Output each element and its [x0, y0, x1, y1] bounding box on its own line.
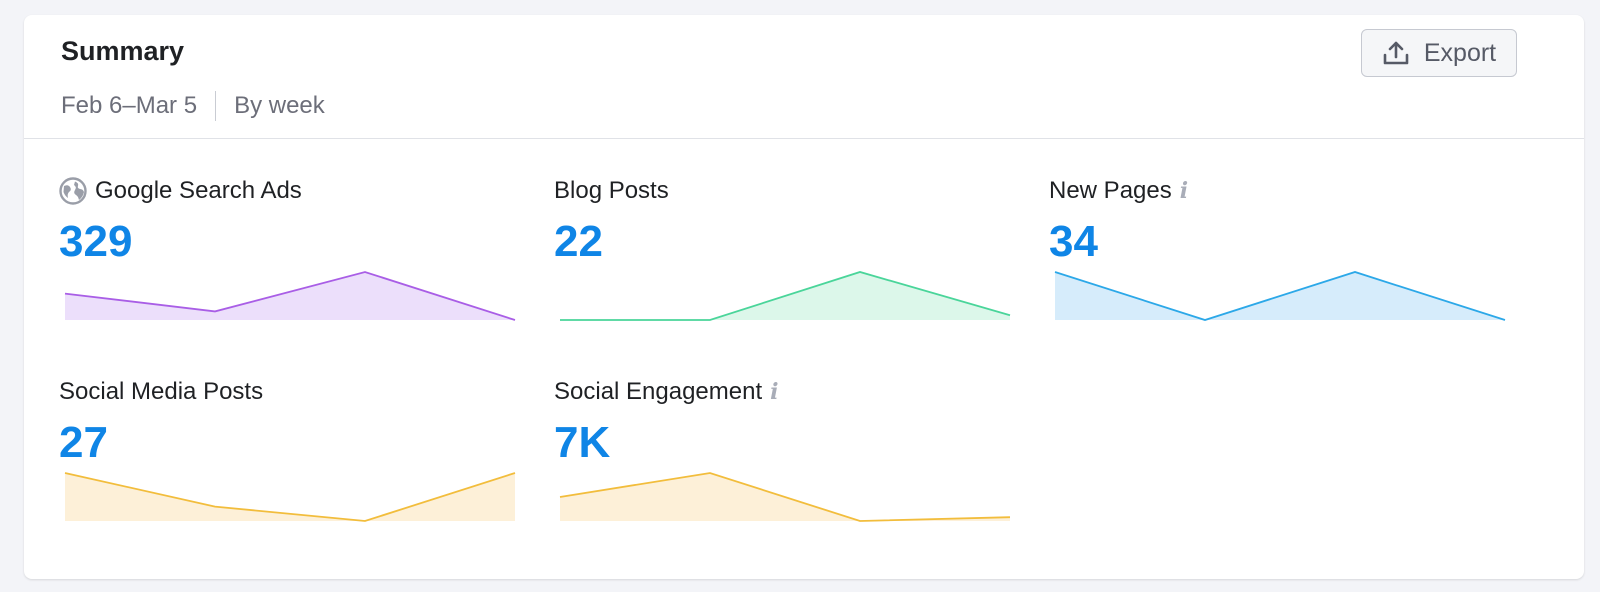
- metric-blog-posts[interactable]: Blog Posts 22: [554, 174, 1014, 321]
- sparkline-area: [65, 272, 515, 320]
- metric-new-pages[interactable]: New Pages i 34: [1049, 174, 1509, 321]
- metric-social-engagement[interactable]: Social Engagement i 7K: [554, 375, 1014, 522]
- sparkline-line: [560, 271, 1011, 321]
- metric-label-row: Blog Posts: [554, 174, 1014, 208]
- metric-label: Social Engagement: [554, 378, 763, 405]
- metric-label: Google Search Ads: [95, 177, 302, 204]
- export-button[interactable]: Export: [1361, 29, 1517, 77]
- sparkline: [560, 271, 1011, 321]
- summary-card: Summary Feb 6–Mar 5 By week Export Googl…: [24, 15, 1584, 579]
- sparkline: [64, 271, 516, 321]
- metric-label-row: New Pages i: [1049, 174, 1509, 208]
- info-icon[interactable]: i: [770, 379, 779, 405]
- sparkline-line: [1054, 271, 1506, 321]
- summary-title: Summary: [61, 36, 185, 66]
- globe-icon: [59, 177, 87, 205]
- subtitle-divider: [215, 91, 217, 121]
- metric-google-search-ads[interactable]: Google Search Ads 329: [59, 174, 519, 321]
- sparkline: [1054, 271, 1506, 321]
- export-label: Export: [1423, 38, 1497, 67]
- info-icon[interactable]: i: [1179, 178, 1189, 204]
- metric-label: Blog Posts: [554, 177, 669, 204]
- sparkline-line: [64, 271, 516, 321]
- metric-label-row: Google Search Ads: [59, 174, 519, 208]
- metric-value: 329: [59, 217, 133, 266]
- granularity[interactable]: By week: [234, 92, 325, 119]
- metric-value: 34: [1049, 217, 1098, 266]
- metric-social-media-posts[interactable]: Social Media Posts 27: [59, 375, 519, 522]
- date-range[interactable]: Feb 6–Mar 5: [61, 92, 198, 119]
- metric-value: 7K: [554, 418, 611, 467]
- summary-subtitle: Feb 6–Mar 5 By week: [61, 91, 325, 121]
- metric-label: New Pages: [1049, 177, 1172, 204]
- metric-label-row: Social Media Posts: [59, 375, 519, 409]
- sparkline: [559, 472, 1011, 522]
- sparkline: [64, 472, 516, 522]
- sparkline-line: [559, 472, 1011, 522]
- metric-label-row: Social Engagement i: [554, 375, 1014, 409]
- metric-value: 27: [59, 418, 108, 467]
- sparkline-line: [64, 472, 516, 522]
- summary-header: Summary Feb 6–Mar 5 By week Export: [24, 15, 1584, 139]
- upload-icon: [1383, 41, 1409, 65]
- metric-label: Social Media Posts: [59, 378, 264, 405]
- metric-value: 22: [554, 217, 603, 266]
